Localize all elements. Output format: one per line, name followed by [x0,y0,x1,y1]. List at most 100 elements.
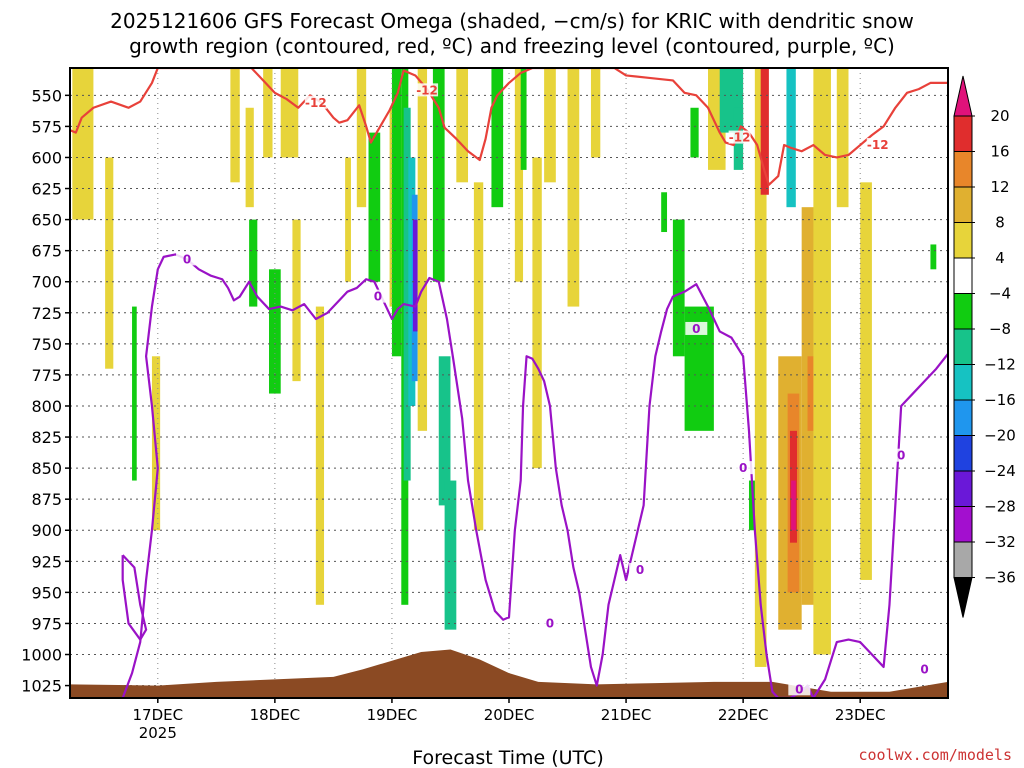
y-tick-label: 625 [31,180,62,199]
dgz-contour-label: -12 [867,138,889,152]
y-tick-label: 850 [31,459,62,478]
dgz-contour-label-bg [304,95,327,109]
dgz-contour-label: -12 [729,131,751,145]
dgz-contour-label-bg [416,83,439,97]
omega-patch [105,157,114,369]
omega-patch [786,68,796,208]
plot-area: -12 -12 -12 -12 0 0 0 0 0 0 0 0 0 [70,68,948,698]
freezing-contour-label-bg [685,321,708,335]
colorbar-swatch [953,435,973,472]
x-axis-title: Forecast Time (UTC) [412,747,603,768]
omega-patch [491,68,504,208]
y-tick-label: 650 [31,211,62,230]
colorbar-swatch [953,541,973,578]
omega-patch [263,68,273,158]
y-axis: 550 575 600 625 650 675 700 725 750 775 800 825 850 8… [21,86,70,696]
chart-title-line-2: growth region (contoured, red, ºC) and f… [129,34,895,58]
omega-patch [280,68,299,158]
dgz-contour [70,68,948,186]
y-tick-label: 800 [31,397,62,416]
colorbar-label: 16 [990,143,1009,161]
freezing-contour-label: 0 [636,563,644,577]
freezing-contour-label: 0 [183,252,191,266]
y-tick-label: 550 [31,86,62,105]
x-tick-label: 18DEC [250,706,301,724]
y-tick-label: 675 [31,242,62,261]
omega-patch [544,68,556,183]
colorbar-label: −16 [984,391,1016,409]
colorbar-swatch [953,257,973,294]
freezing-contour-label: 0 [546,616,554,630]
omega-patch [356,68,367,208]
omega-patch [860,182,872,580]
freezing-contour-label: 0 [374,290,382,304]
x-tick-label: 22DEC [718,706,769,724]
omega-patch [368,132,381,282]
colorbar-swatch [953,293,973,330]
freezing-contour-label: 0 [795,682,803,696]
omega-patch [672,219,685,357]
freezing-contour-label-bg [176,252,199,266]
colorbar-label: −8 [989,320,1011,338]
y-tick-label: 700 [31,273,62,292]
freezing-contour-loop [121,554,148,642]
omega-patch [345,157,351,282]
omega-patch [930,244,937,270]
omega-patch [403,107,411,481]
omega-patch [432,68,445,282]
freezing-contour-label-bg [788,682,811,696]
y-tick-label: 775 [31,366,62,385]
y-tick-label: 925 [31,552,62,571]
colorbar-swatch [953,506,973,543]
omega-patch [230,68,240,183]
colorbar-label: 12 [990,178,1009,196]
y-tick-label: 1025 [21,677,62,696]
omega-patch [807,356,816,431]
omega-patch [132,306,137,481]
colorbar-swatch [953,470,973,507]
omega-patch [520,68,527,170]
y-tick-label: 600 [31,148,62,167]
y-tick-label: 950 [31,583,62,602]
y-tick-label: 900 [31,521,62,540]
colorbar-label: −24 [984,462,1016,480]
colorbar-label: −4 [989,285,1011,303]
colorbar-swatch [953,115,973,152]
omega-patch [690,107,699,158]
colorbar-swatch [953,151,973,188]
omega-patch [269,269,281,394]
omega-patch [473,182,484,531]
colorbar-swatch [953,186,973,223]
x-tick-sublabel: 2025 [139,724,177,742]
omega-patch [836,68,849,208]
omega-patch [813,68,831,655]
colorbar-label: 20 [990,107,1009,125]
freezing-contour-label-bg [913,662,936,676]
colorbar-bottom-arrow [953,577,973,618]
omega-patch [590,68,601,158]
omega-patch [760,68,769,195]
y-tick-label: 575 [31,117,62,136]
omega-patch [456,68,469,183]
freezing-contour-label: 0 [692,322,700,336]
y-tick-label: 875 [31,490,62,509]
dgz-contour-label: -12 [305,96,327,110]
x-tick-label: 19DEC [367,706,418,724]
y-tick-label: 725 [31,304,62,323]
x-tick-label: 20DEC [484,706,535,724]
omega-patch [413,219,418,332]
colorbar-swatch [953,222,973,259]
omega-patch [72,68,94,220]
freezing-contour-label-bg [890,448,913,462]
freezing-contour-label: 0 [920,662,928,676]
omega-patch [249,219,258,307]
omega-patch [661,192,668,233]
omega-patch [791,480,796,531]
freezing-contour-label-bg [538,616,561,630]
y-tick-label: 1000 [21,646,62,665]
dgz-contour-label-bg [728,130,751,144]
x-tick-label: 23DEC [835,706,886,724]
chart-title-line-1: 2025121606 GFS Forecast Omega (shaded, −… [110,9,914,33]
